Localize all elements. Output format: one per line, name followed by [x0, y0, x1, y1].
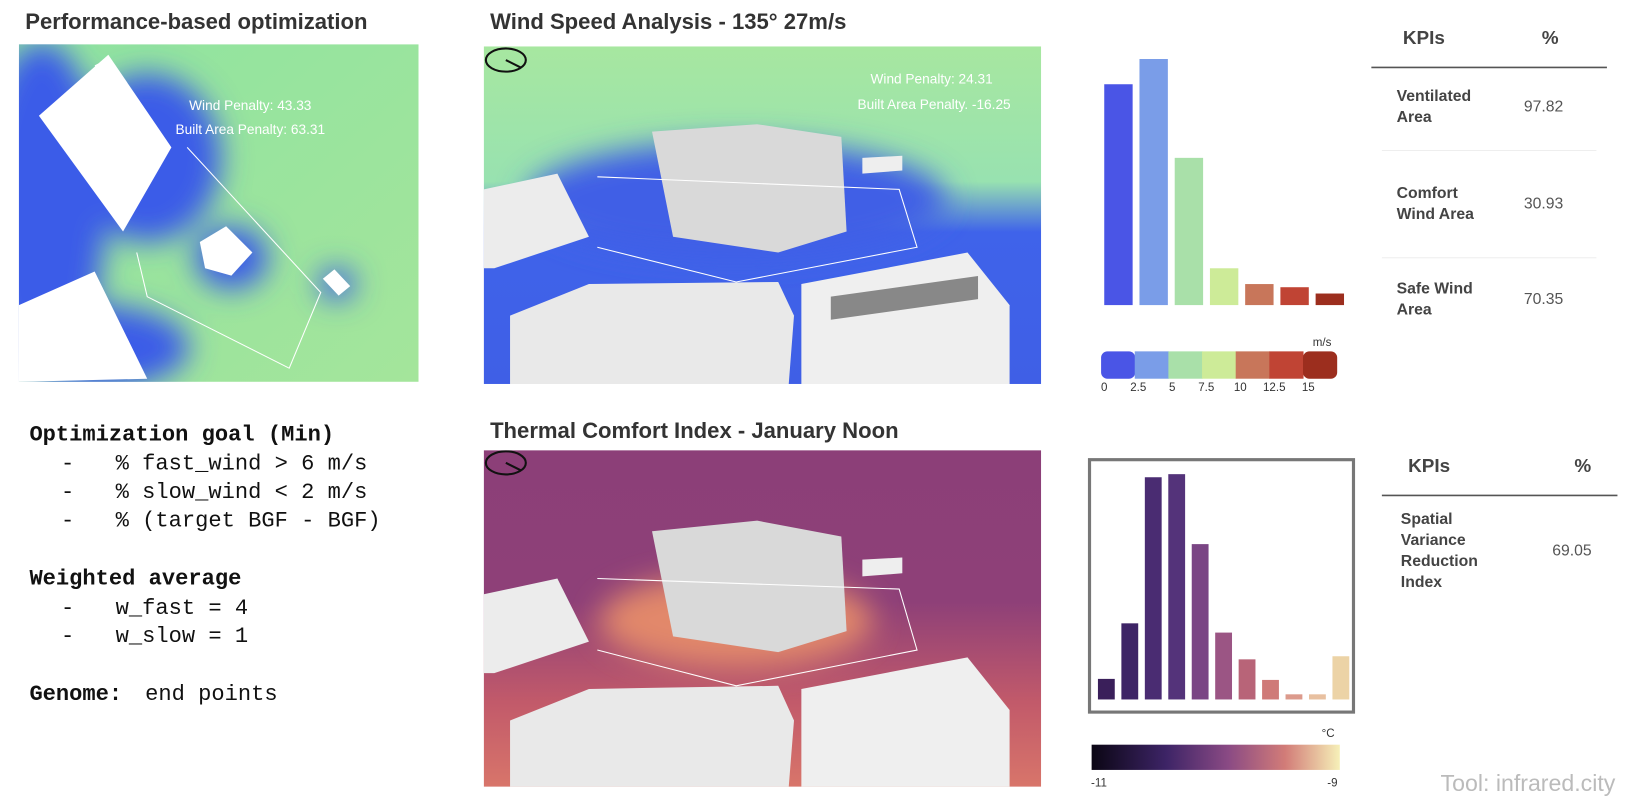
bar — [1191, 544, 1209, 700]
colorbar-tick-label: 2.5 — [1130, 382, 1146, 394]
colorbar-unit: m/s — [1313, 337, 1332, 349]
bullet: - — [61, 480, 74, 505]
bar — [1097, 678, 1115, 700]
kpi-value: 70.35 — [1524, 291, 1564, 308]
kpi-value: 69.05 — [1552, 542, 1592, 559]
colorbar-tick-label: 15 — [1302, 382, 1315, 394]
bar — [1285, 694, 1303, 700]
bar — [1280, 287, 1309, 306]
overlay-text: Built Area Penalty. -16.25 — [858, 97, 1011, 112]
bar — [1168, 474, 1186, 700]
kpi-label-box: Spatial Variance Reduction Index — [1400, 510, 1478, 592]
bar — [1332, 656, 1350, 700]
kpi-header: KPIs — [1403, 28, 1445, 49]
bar — [1209, 268, 1239, 306]
kpi-label: Safe Wind Area — [1396, 279, 1473, 319]
bar — [1308, 694, 1326, 700]
bullet: - — [61, 509, 74, 534]
kpi-label: Ventilated Area — [1396, 87, 1472, 127]
list-item: % (target BGF - BGF) — [116, 509, 381, 534]
weights-heading: Weighted average — [29, 566, 241, 591]
bar — [1262, 679, 1279, 700]
colorbar-tick-label: 12.5 — [1263, 382, 1285, 394]
list-item: % fast_wind > 6 m/s — [116, 452, 368, 477]
bar — [1238, 659, 1256, 700]
kpi-label: Comfort Wind Area — [1396, 184, 1474, 224]
kpi-header: % — [1574, 456, 1591, 477]
kpi-label-box: Ventilated Area — [1396, 87, 1472, 127]
colorbar-segment — [1269, 351, 1304, 379]
bullet: - — [61, 596, 74, 621]
overlay-text: Wind Penalty: 24.31 — [871, 72, 993, 87]
kpi-value: 97.82 — [1524, 99, 1563, 116]
overlay-text: Wind Penalty: 43.33 — [189, 98, 311, 113]
bullet: - — [61, 452, 74, 477]
colorbar-tick-label: -9 — [1327, 778, 1337, 790]
bar — [1121, 623, 1139, 700]
bullet: - — [61, 624, 74, 649]
colorbar-tick-label: 0 — [1101, 382, 1107, 394]
colorbar-tick-label: -11 — [1091, 778, 1107, 790]
panel-title: Wind Speed Analysis - 135° 27m/s — [490, 9, 846, 34]
list-item: w_slow = 1 — [116, 624, 249, 649]
colorbar-segment — [1134, 351, 1169, 379]
panel-title: Thermal Comfort Index - January Noon — [490, 418, 899, 443]
colorbar-segment — [1202, 351, 1237, 379]
bar — [1245, 284, 1274, 306]
list-item: % slow_wind < 2 m/s — [116, 480, 368, 505]
goal-heading: Optimization goal (Min) — [29, 422, 334, 447]
genome-value: end points — [145, 682, 278, 707]
optimization-map — [18, 44, 419, 382]
colorbar-segment — [1303, 351, 1338, 379]
colorbar-unit: °C — [1322, 728, 1335, 740]
bar — [1315, 293, 1345, 306]
kpi-label: Spatial Variance Reduction Index — [1400, 510, 1478, 592]
kpi-header: % — [1542, 28, 1559, 49]
colorbar-tick-label: 5 — [1169, 382, 1175, 394]
colorbar-tick-label: 10 — [1234, 382, 1247, 394]
colorbar — [1091, 744, 1340, 770]
colorbar-segment — [1235, 351, 1270, 379]
footer: Tool: infrared.city — [1441, 770, 1616, 796]
kpi-header: KPIs — [1408, 456, 1450, 477]
histogram-frame — [1087, 458, 1356, 714]
colorbar-segment — [1168, 351, 1203, 379]
thermal-map — [483, 450, 1042, 787]
kpi-label-box: Safe Wind Area — [1396, 279, 1473, 319]
overlay-text: Built Area Penalty: 63.31 — [176, 122, 326, 137]
bar — [1174, 157, 1204, 306]
colorbar-tick-label: 7.5 — [1198, 382, 1214, 394]
bar — [1144, 477, 1162, 700]
wind-map — [483, 46, 1042, 384]
colorbar-segment — [1101, 351, 1136, 379]
bar — [1139, 59, 1168, 306]
panel-title: Performance-based optimization — [25, 9, 367, 34]
bar — [1215, 632, 1233, 700]
kpi-value: 30.93 — [1524, 195, 1564, 212]
bar — [1104, 84, 1133, 306]
kpi-label-box: Comfort Wind Area — [1396, 184, 1474, 224]
genome-label: Genome: — [29, 682, 122, 707]
list-item: w_fast = 4 — [116, 596, 249, 621]
